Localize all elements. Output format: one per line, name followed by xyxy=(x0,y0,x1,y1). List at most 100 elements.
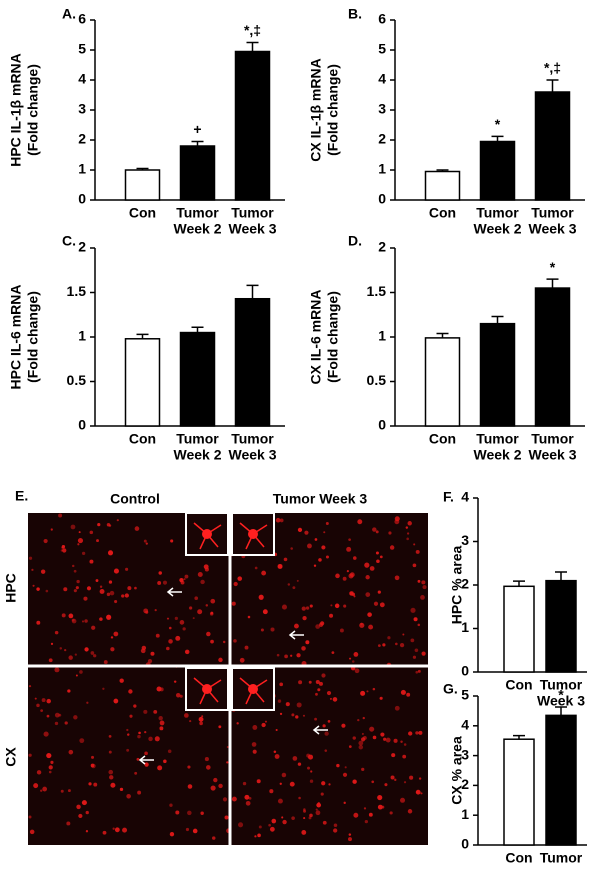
cell xyxy=(144,731,146,733)
cell xyxy=(210,640,214,644)
annotation: * xyxy=(495,116,501,132)
cell xyxy=(170,832,174,836)
cell xyxy=(343,605,346,608)
cell xyxy=(200,580,204,584)
cell xyxy=(223,797,227,801)
cell xyxy=(409,776,413,780)
cell xyxy=(346,547,351,552)
cell xyxy=(305,640,309,644)
y-axis-label: CX IL-6 mRNA xyxy=(308,290,324,385)
cell xyxy=(323,821,327,825)
cell xyxy=(184,578,186,580)
cell xyxy=(90,531,94,535)
cell xyxy=(354,652,359,657)
cell xyxy=(234,582,238,586)
y-tick-label: 2 xyxy=(78,131,86,147)
cell xyxy=(36,621,40,625)
cell xyxy=(167,618,169,620)
cell xyxy=(108,550,113,555)
cell xyxy=(255,567,258,570)
cell xyxy=(277,654,280,657)
cell xyxy=(410,638,414,642)
cell xyxy=(314,718,317,721)
cell xyxy=(99,617,103,621)
cell xyxy=(78,538,83,543)
x-tick-label: Con xyxy=(129,431,156,447)
y-axis-label: (Fold change) xyxy=(25,291,41,383)
cell xyxy=(232,797,237,802)
cell xyxy=(159,716,163,720)
cell xyxy=(206,765,211,770)
annotation: *,‡ xyxy=(244,22,261,38)
cell xyxy=(335,604,340,609)
cell xyxy=(134,587,137,590)
cell xyxy=(330,698,332,700)
cell xyxy=(357,719,359,721)
cell xyxy=(158,571,161,574)
y-tick-label: 5 xyxy=(378,41,386,57)
cell xyxy=(365,820,368,823)
cell xyxy=(100,589,105,594)
cell xyxy=(175,636,180,641)
cell xyxy=(68,789,71,792)
cell xyxy=(210,612,214,616)
cell xyxy=(326,522,329,525)
bar xyxy=(504,586,534,672)
cell xyxy=(115,827,120,832)
cell xyxy=(113,632,118,637)
cell xyxy=(257,834,261,838)
x-tick-label: Tumor xyxy=(231,205,274,221)
cell xyxy=(28,754,31,757)
cell xyxy=(288,583,290,585)
cell xyxy=(270,628,274,632)
cell xyxy=(33,585,35,587)
cell xyxy=(344,802,346,804)
cell xyxy=(111,636,113,638)
bar xyxy=(536,92,570,200)
panel-label: E. xyxy=(15,488,28,504)
cell xyxy=(413,543,415,545)
cell xyxy=(245,646,249,650)
cell xyxy=(420,792,422,794)
cell xyxy=(134,772,137,775)
cell xyxy=(263,609,268,614)
cell xyxy=(296,653,300,657)
cell xyxy=(49,658,53,662)
cell xyxy=(180,695,183,698)
cell xyxy=(37,770,41,774)
cell xyxy=(376,552,379,555)
cell xyxy=(35,698,37,700)
cell xyxy=(73,715,77,719)
annotation: + xyxy=(193,121,201,137)
cell xyxy=(198,572,203,577)
cell xyxy=(120,788,123,791)
cell xyxy=(31,569,33,571)
x-tick-label: Con xyxy=(429,205,456,221)
cell xyxy=(372,527,376,531)
micrographs xyxy=(28,513,428,845)
cell xyxy=(163,581,167,585)
y-axis-label: HPC IL-1β mRNA xyxy=(8,53,24,167)
cell xyxy=(170,539,173,542)
cell xyxy=(153,710,157,714)
cell xyxy=(156,634,160,638)
cell xyxy=(370,566,375,571)
cell xyxy=(213,778,217,782)
cell xyxy=(93,654,96,657)
cell xyxy=(280,713,282,715)
y-axis-label: (Fold change) xyxy=(25,64,41,156)
cell xyxy=(44,539,48,543)
cell xyxy=(76,805,80,809)
cell xyxy=(175,811,179,815)
cell xyxy=(61,790,64,793)
bar xyxy=(236,52,270,201)
cell xyxy=(74,589,77,592)
cell xyxy=(343,577,347,581)
cell xyxy=(349,658,351,660)
cell xyxy=(30,830,35,835)
y-axis-label: HPC IL-6 mRNA xyxy=(8,284,24,389)
cell xyxy=(407,532,409,534)
cell xyxy=(206,604,208,606)
cell xyxy=(363,717,365,719)
column-label: Tumor Week 3 xyxy=(273,491,368,507)
